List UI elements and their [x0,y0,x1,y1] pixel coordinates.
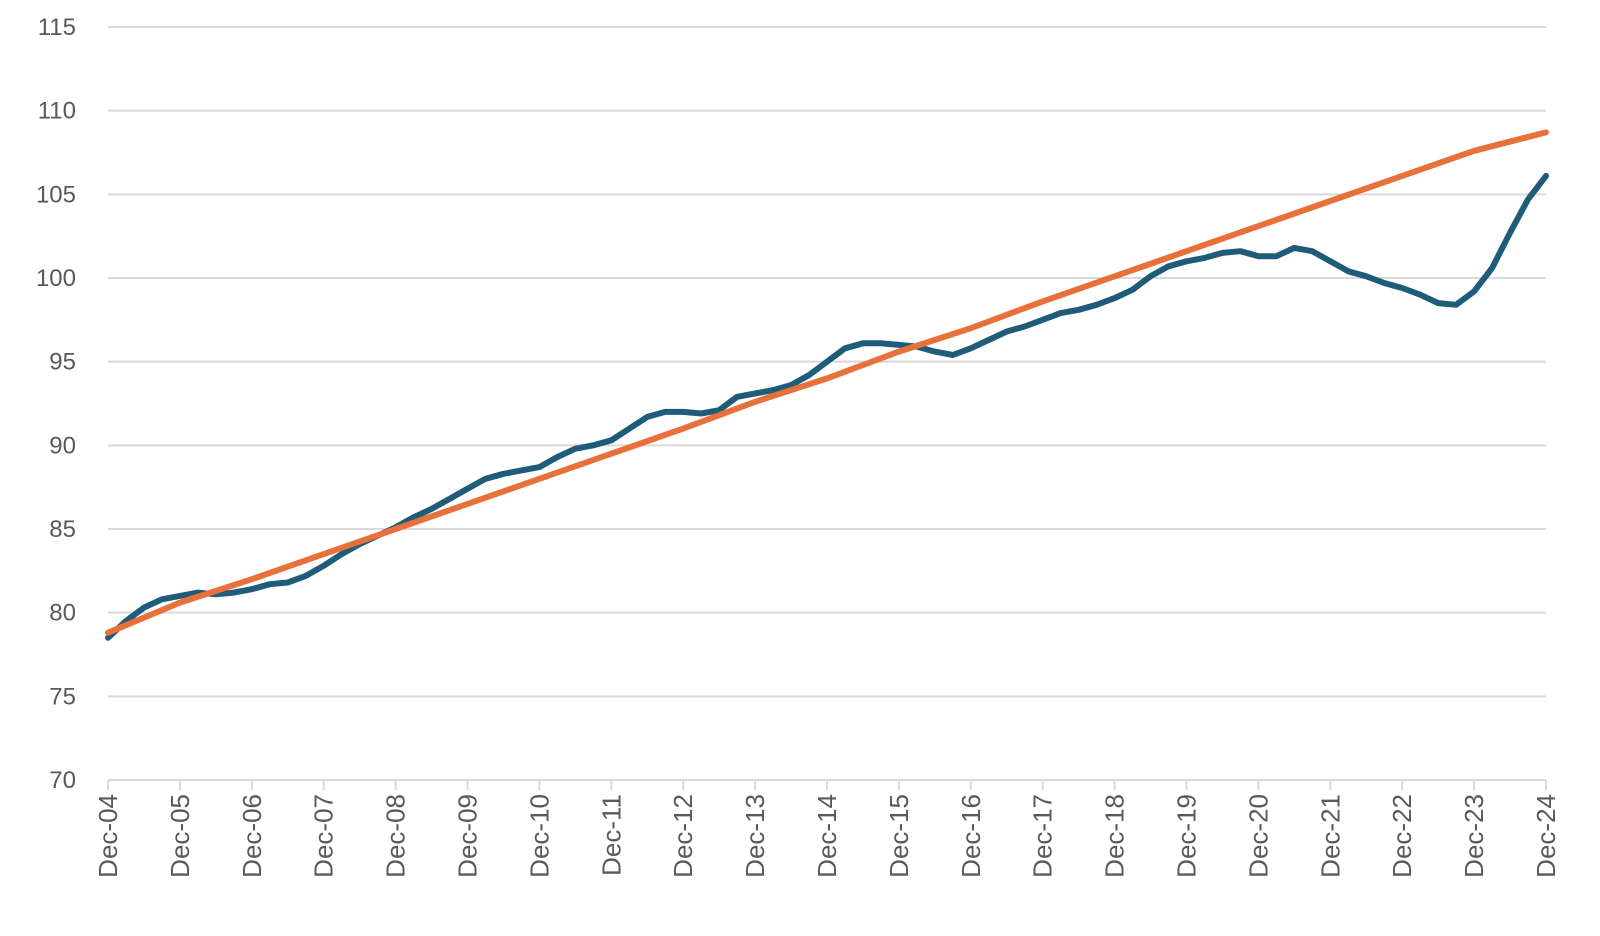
x-tick-label: Dec-09 [453,794,483,878]
series-line-2 [105,129,1549,636]
y-tick-label: 90 [49,432,76,459]
x-tick-label: Dec-22 [1387,794,1417,878]
y-tick-label: 115 [38,14,76,41]
series-line-1 [105,172,1549,641]
x-tick-label: Dec-04 [93,794,123,878]
y-tick-label: 80 [49,600,76,627]
y-tick-label: 70 [49,767,76,794]
x-tick-label: Dec-10 [524,794,554,878]
series-lines [105,129,1549,641]
y-tick-label: 75 [49,683,76,710]
x-tick-label: Dec-12 [668,794,698,878]
x-tick-label: Dec-15 [884,794,914,878]
x-tick-label: Dec-23 [1459,794,1489,878]
y-tick-label: 110 [38,98,76,125]
x-axis [107,779,1547,790]
x-axis-tick-labels: Dec-04 Dec-05 Dec-06 Dec-07 Dec-08 Dec-09 Dec-… [93,794,1561,878]
x-tick-label: Dec-24 [1531,794,1561,878]
x-tick-label: Dec-11 [596,794,626,876]
y-tick-label: 95 [49,349,76,376]
x-tick-label: Dec-07 [309,794,339,878]
x-tick-label: Dec-05 [165,794,195,878]
x-tick-label: Dec-16 [956,794,986,878]
x-tick-label: Dec-13 [740,794,770,878]
x-tick-label: Dec-20 [1243,794,1273,878]
y-tick-label: 105 [36,181,76,208]
y-tick-label: 100 [36,265,76,292]
x-tick-label: Dec-19 [1172,794,1202,878]
x-tick-label: Dec-18 [1100,794,1130,878]
x-tick-label: Dec-17 [1028,794,1058,878]
x-tick-label: Dec-21 [1315,794,1345,878]
x-tick-label: Dec-08 [381,794,411,878]
x-tick-label: Dec-14 [812,794,842,878]
y-tick-label: 85 [49,516,76,543]
y-axis-tick-labels: 70 75 80 85 90 95 100 105 110 115 [36,14,76,794]
x-tick-label: Dec-06 [237,794,267,878]
